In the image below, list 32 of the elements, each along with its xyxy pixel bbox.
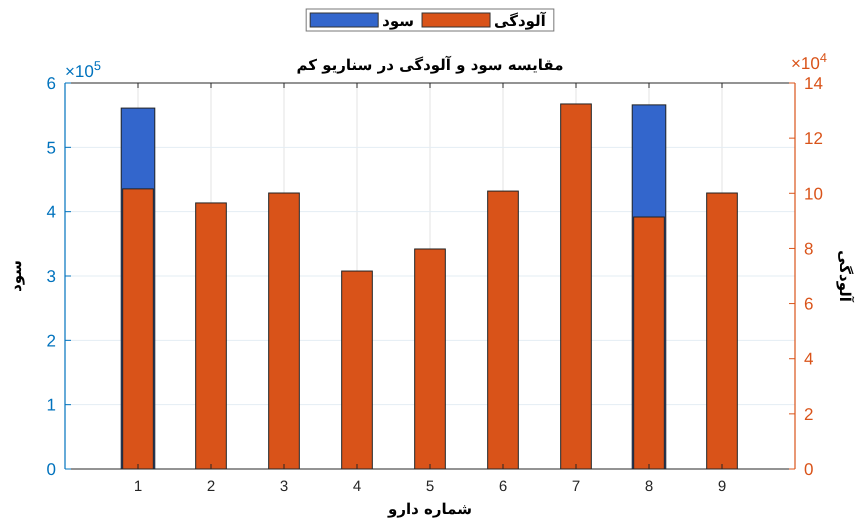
y2-tick-label: 6 xyxy=(804,294,814,314)
y-tick-label: 2 xyxy=(46,331,56,350)
y2-tick-label: 0 xyxy=(804,460,814,479)
x-tick-label: 7 xyxy=(572,478,580,495)
x-tick-label: 9 xyxy=(718,478,726,495)
y-tick-label: 0 xyxy=(46,460,56,479)
y-tick-label: 5 xyxy=(46,138,56,158)
x-tick-label: 6 xyxy=(498,478,508,495)
y2-tick-label: 10 xyxy=(804,184,823,204)
y-tick-label: 6 xyxy=(46,74,56,93)
text: ×10$^{4}$ xyxy=(791,50,827,73)
y2-tick-label: 12 xyxy=(804,129,823,148)
y-tick-label: 1 xyxy=(46,396,56,415)
y-tick-label: 4 xyxy=(46,202,56,222)
legend-label: سود xyxy=(382,12,414,30)
x-tick-label: 8 xyxy=(644,478,654,495)
x-axis-title: شماره دارو xyxy=(387,500,472,518)
chart-title: مقایسه سود و آلودگی در سناریو کم xyxy=(296,55,564,74)
x-tick-label: 1 xyxy=(134,478,142,495)
y-axis-title: سود xyxy=(7,260,25,292)
y2-tick-label: 14 xyxy=(804,74,823,93)
text: ×10$^{5}$ xyxy=(65,58,101,81)
x-tick-label: 5 xyxy=(426,478,434,495)
legend-label: آلودگی xyxy=(494,11,547,30)
x-tick-label: 2 xyxy=(206,478,216,495)
y2-tick-label: 4 xyxy=(804,350,814,369)
y2-tick-label: 2 xyxy=(804,404,814,424)
y-tick-label: 3 xyxy=(46,267,56,286)
x-tick-label: 4 xyxy=(352,478,362,495)
y2-tick-label: 8 xyxy=(804,239,814,258)
x-tick-label: 3 xyxy=(280,478,288,495)
y2-axis-title: آلودگی xyxy=(836,250,855,303)
